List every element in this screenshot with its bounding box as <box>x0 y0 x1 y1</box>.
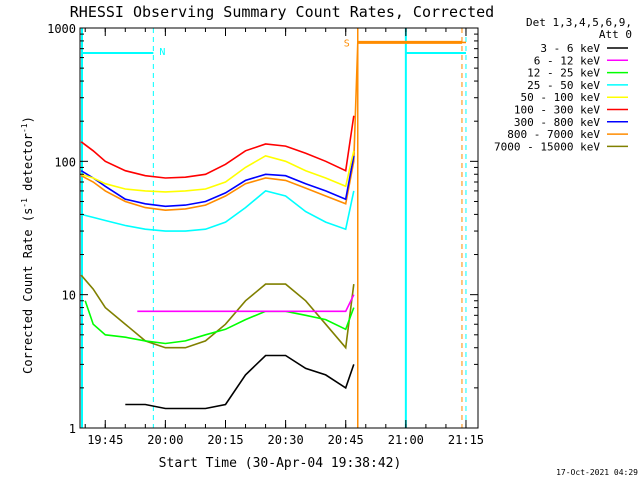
legend-label: 6 - 12 keV <box>534 54 601 67</box>
y-axis-label: Corrected Count Rate (s-1 detector-1) <box>20 116 35 374</box>
series-line-100-300-kev <box>80 115 355 179</box>
legend-label: 12 - 25 keV <box>527 67 600 80</box>
plot-frame <box>79 27 479 429</box>
series-line-800-7000-kev <box>80 41 466 212</box>
legend-label: 50 - 100 keV <box>521 91 601 104</box>
x-tick-label: 20:45 <box>328 433 364 447</box>
chart-title: RHESSI Observing Summary Count Rates, Co… <box>70 3 494 21</box>
y-tick-label: 10 <box>62 289 76 303</box>
x-tick-label: 21:15 <box>448 433 484 447</box>
legend-label: 3 - 6 keV <box>540 42 600 55</box>
x-axis-label: Start Time (30-Apr-04 19:38:42) <box>159 456 402 471</box>
series-line-25-50-kev <box>81 190 355 232</box>
plot-area: NS <box>80 28 467 428</box>
series-line-12-25-kev <box>84 300 355 345</box>
y-tick-label: 1 <box>69 422 76 436</box>
axes: 1 10 100 1000 19:45 20:00 20:15 20:30 20:45 21:00… <box>47 22 484 447</box>
x-tick-label: 19:45 <box>87 433 123 447</box>
flag-label-n: N <box>159 47 165 58</box>
legend-label: 7000 - 15000 keV <box>494 140 600 153</box>
x-tick-label: 21:00 <box>388 433 424 447</box>
series-line-300-800-kev <box>80 155 355 208</box>
timestamp: 17-Oct-2021 04:29 <box>556 468 638 477</box>
x-tick-label: 20:00 <box>147 433 183 447</box>
legend-label: 25 - 50 keV <box>527 79 600 92</box>
y-tick-label: 100 <box>54 155 76 169</box>
x-tick-label: 20:15 <box>207 433 243 447</box>
legend-label: 300 - 800 keV <box>514 116 600 129</box>
flag-label-s: S <box>344 38 350 49</box>
legend-title-line1: Det 1,3,4,5,6,9, <box>526 16 632 29</box>
series-line-6-12-kev <box>137 294 355 313</box>
legend-label: 100 - 300 keV <box>514 104 600 117</box>
x-tick-label: 20:30 <box>268 433 304 447</box>
legend-label: 800 - 7000 keV <box>507 128 600 141</box>
legend-title-line2: Att 0 <box>599 28 632 41</box>
series-line-50-100-kev <box>80 150 355 193</box>
series-line-3-6-kev <box>125 354 355 410</box>
y-tick-label: 1000 <box>47 22 76 36</box>
